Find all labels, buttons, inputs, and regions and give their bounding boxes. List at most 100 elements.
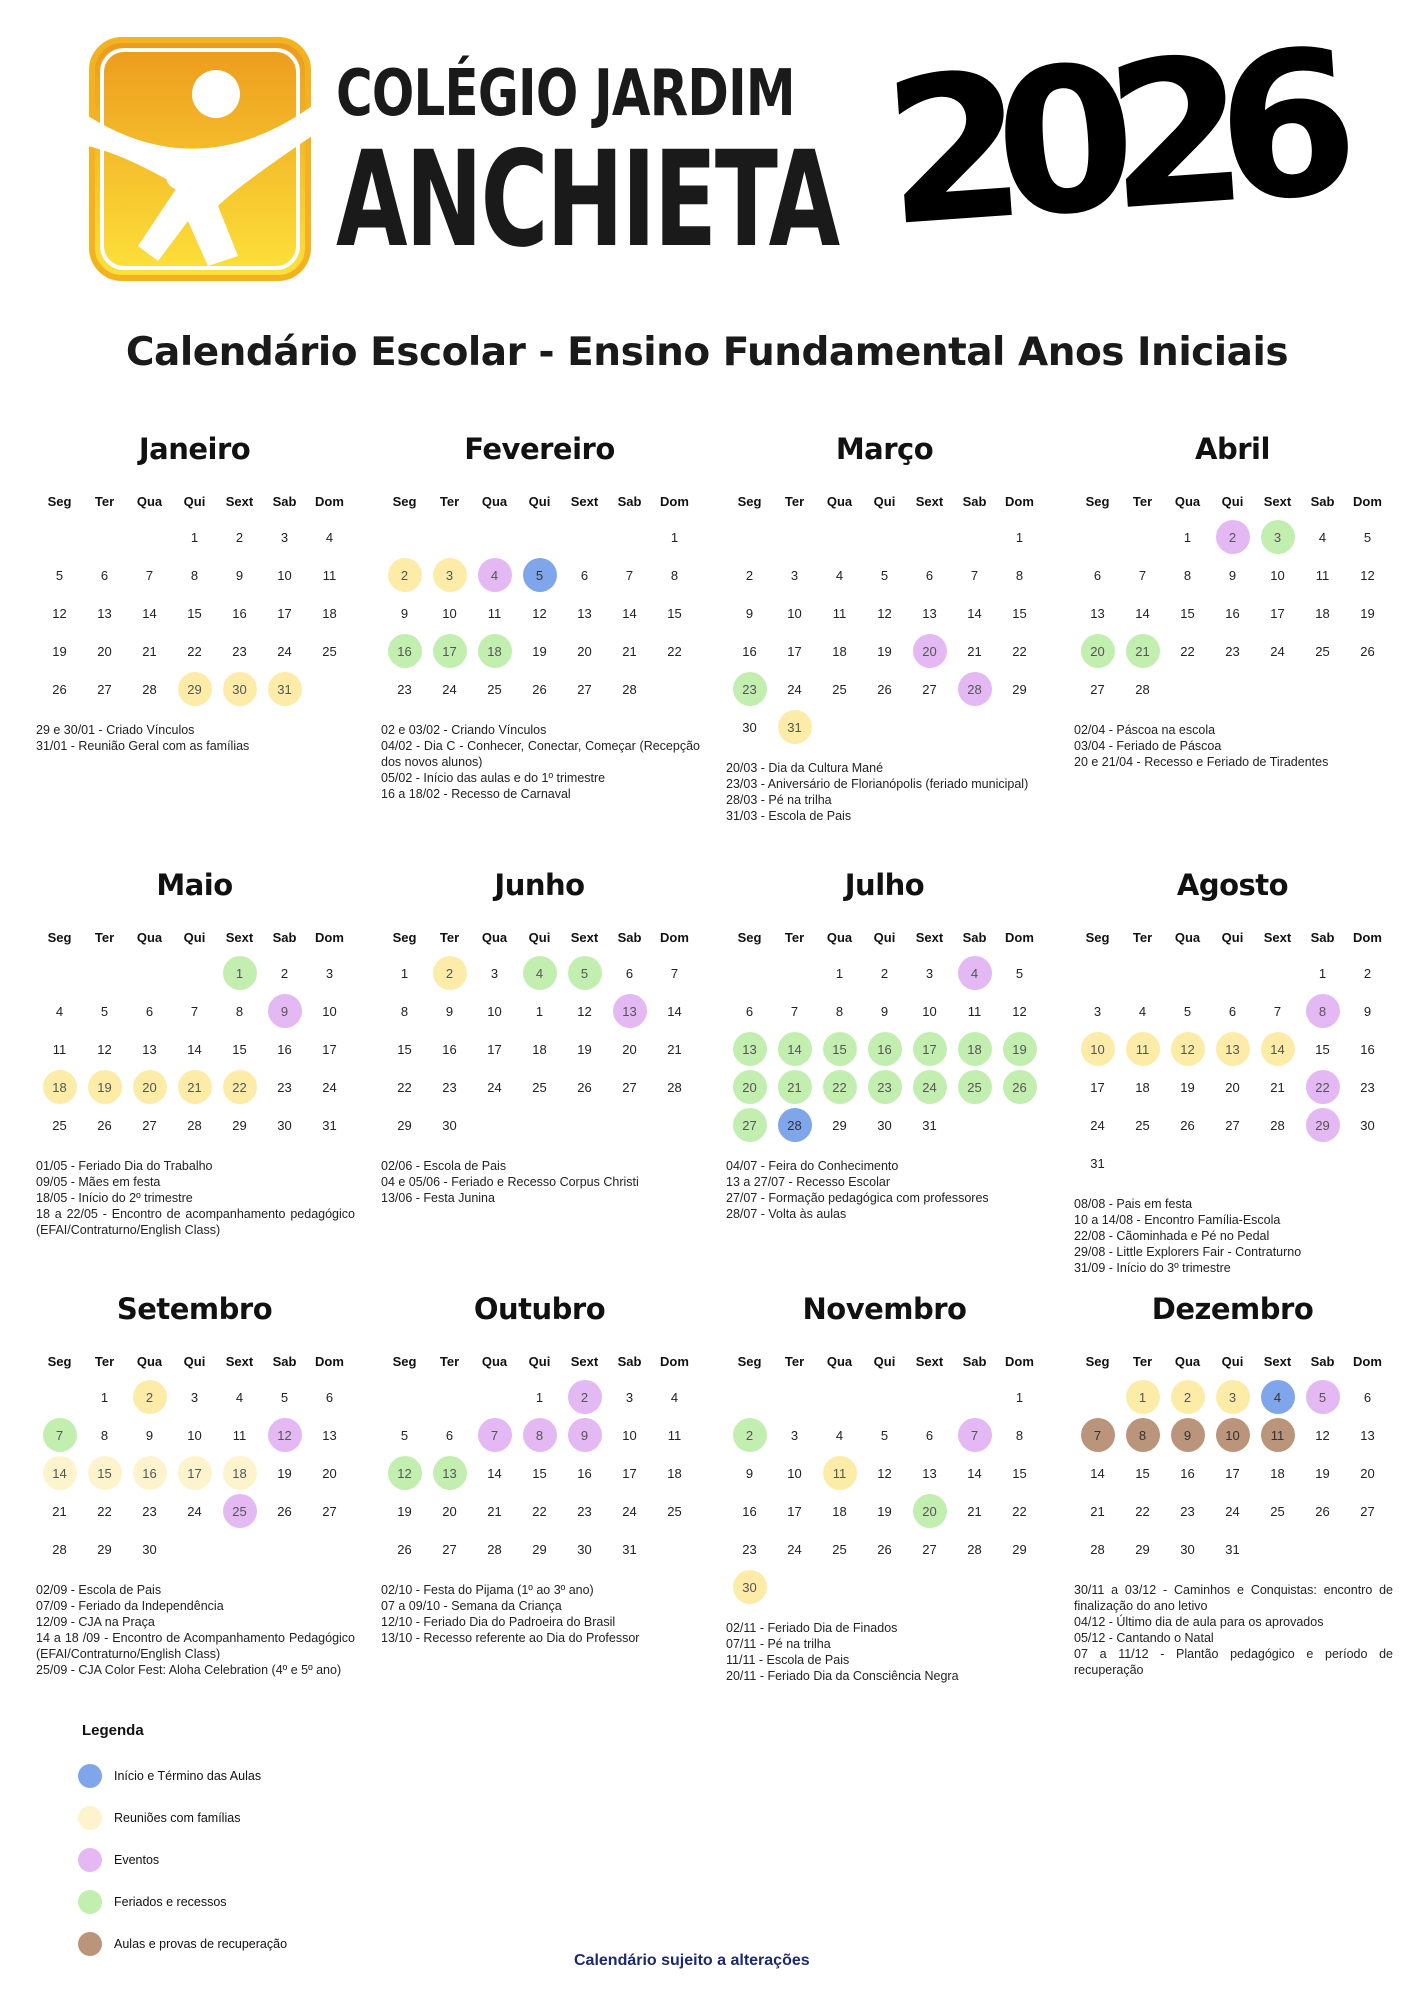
- note-line: 25/09 - CJA Color Fest: Aloha Celebratio…: [36, 1663, 342, 1677]
- note-line: 31/09 - Início do 3º trimestre: [1074, 1261, 1231, 1275]
- day-cell-yellow: 14: [1260, 1032, 1295, 1066]
- day-cell: 25: [1270, 1503, 1285, 1519]
- empty-cell: [43, 956, 77, 990]
- day-cell-green: 2: [732, 1418, 767, 1452]
- day-cell-green: 24: [912, 1070, 947, 1104]
- weekday-label: Dom: [1353, 929, 1382, 945]
- note-line: 12/10 - Feriado Dia do Padroeira do Bras…: [381, 1615, 616, 1629]
- day-cell: 17: [622, 1465, 637, 1481]
- empty-cell: [1126, 956, 1160, 990]
- week-row: 1 2 3 4 5 6: [22, 1378, 367, 1416]
- week-row: 11 12 13 14 15 16 17: [22, 1030, 367, 1068]
- weekday-label: Qua: [481, 493, 508, 509]
- day-cell-green: 12: [387, 1456, 422, 1490]
- empty-cell: [913, 1380, 947, 1414]
- day-cell: 11: [1315, 567, 1330, 583]
- day-cell: 19: [877, 643, 892, 659]
- week-row: 8 9 10 1 12 13 14: [367, 992, 712, 1030]
- day-cell: 3: [790, 1427, 799, 1443]
- weekday-label: Sext: [1263, 493, 1292, 509]
- day-cell: 12: [1012, 1003, 1027, 1019]
- month-name: Outubro: [473, 1292, 606, 1326]
- day-cell: 18: [532, 1041, 547, 1057]
- note-line: 09/05 - Mães em festa: [36, 1175, 161, 1189]
- day-cell: 10: [622, 1427, 637, 1443]
- day-cell: 1: [535, 1003, 544, 1019]
- week-row: 21 22 23 24 25 26 27: [1060, 1492, 1405, 1530]
- week-row: 9 10 11 12 13 14 15: [712, 594, 1057, 632]
- day-cell: 26: [397, 1541, 412, 1557]
- day-cell: 6: [1363, 1389, 1372, 1405]
- day-cell: 18: [1315, 605, 1330, 621]
- day-cell: 9: [1363, 1003, 1372, 1019]
- day-cell-purple: 8: [1305, 994, 1340, 1028]
- day-cell-yellow: 13: [1215, 1032, 1250, 1066]
- day-cell: 1: [1015, 1389, 1024, 1405]
- day-cell: 12: [877, 605, 892, 621]
- day-cell: 20: [622, 1041, 637, 1057]
- note-line: 02/09 - Escola de Pais: [36, 1583, 162, 1597]
- day-cell-green: 20: [1080, 634, 1115, 668]
- day-cell-green: 25: [957, 1070, 992, 1104]
- day-cell: 1: [535, 1389, 544, 1405]
- weekday-label: Qua: [136, 493, 163, 509]
- day-cell-brown: 10: [1215, 1418, 1250, 1452]
- disclaimer: Calendário sujeito a alterações: [574, 1952, 810, 1969]
- day-cell: 27: [442, 1541, 457, 1557]
- day-cell: 24: [1225, 1503, 1240, 1519]
- day-cell: 25: [487, 681, 502, 697]
- weekday-label: Qui: [1221, 1353, 1244, 1369]
- day-cell: 5: [1363, 529, 1372, 545]
- empty-cell: [913, 520, 947, 554]
- day-cell: 22: [1012, 643, 1027, 659]
- weekday-label: Dom: [1353, 1353, 1382, 1369]
- empty-cell: [478, 1380, 512, 1414]
- week-row: 1: [367, 518, 712, 556]
- week-row: 9 10 11 12 13 14 15: [367, 594, 712, 632]
- day-cell: 11: [667, 1427, 682, 1443]
- weekday-label: Ter: [439, 929, 460, 945]
- weekday-label: Ter: [94, 929, 115, 945]
- day-cell: 2: [280, 965, 289, 981]
- day-cell: 19: [577, 1041, 592, 1057]
- day-cell: 5: [100, 1003, 109, 1019]
- week-row: 13 14 15 16 17 18 19: [712, 1030, 1057, 1068]
- day-cell: 19: [877, 1503, 892, 1519]
- empty-cell: [958, 1380, 992, 1414]
- week-row: 20 21 22 23 24 25 26: [1060, 632, 1405, 670]
- day-cell: 7: [625, 567, 634, 583]
- weekday-header: Seg Ter Qua Qui Sext Sab Dom: [712, 920, 1057, 954]
- weekday-label: Ter: [784, 493, 805, 509]
- month-name: Fevereiro: [464, 432, 615, 466]
- month-novembro: Novembro Seg Ter Qua Qui Sext Sab Dom 1 2 3 4 5 6 7 8 9 1…: [712, 1292, 1057, 1684]
- day-cell: 11: [832, 605, 847, 621]
- day-cell-blue: 4: [1260, 1380, 1295, 1414]
- legend-color-dot: [78, 1848, 102, 1872]
- day-cell: 29: [97, 1541, 112, 1557]
- weekday-label: Qui: [1221, 929, 1244, 945]
- weekday-label: Seg: [737, 1353, 762, 1369]
- empty-cell: [733, 520, 767, 554]
- day-cell: 8: [835, 1003, 844, 1019]
- day-cell: 3: [625, 1389, 634, 1405]
- note-line: 29/08 - Little Explorers Fair - Contratu…: [1074, 1245, 1302, 1259]
- day-cell: 16: [232, 605, 247, 621]
- day-cell: 24: [277, 643, 292, 659]
- day-cell-green: 5: [567, 956, 602, 990]
- weekday-label: Sext: [570, 493, 599, 509]
- week-row: 16 17 18 19 20 21 22: [712, 632, 1057, 670]
- month-notes: 02/06 - Escola de Pais 04 e 05/06 - Feria…: [367, 1158, 712, 1206]
- weekday-label: Seg: [392, 1353, 417, 1369]
- day-cell: 28: [142, 681, 157, 697]
- legend-label: Feriados e recessos: [114, 1895, 227, 1909]
- day-cell-yellow: 3: [432, 558, 467, 592]
- day-cell: 28: [52, 1541, 67, 1557]
- weekday-label: Sab: [272, 1353, 297, 1369]
- day-cell: 2: [1363, 965, 1372, 981]
- day-cell: 6: [445, 1427, 454, 1443]
- weekday-label: Sab: [617, 929, 642, 945]
- week-row: 1: [712, 518, 1057, 556]
- note-line: 10 a 14/08 - Encontro Família-Escola: [1074, 1213, 1281, 1227]
- day-cell: 25: [532, 1079, 547, 1095]
